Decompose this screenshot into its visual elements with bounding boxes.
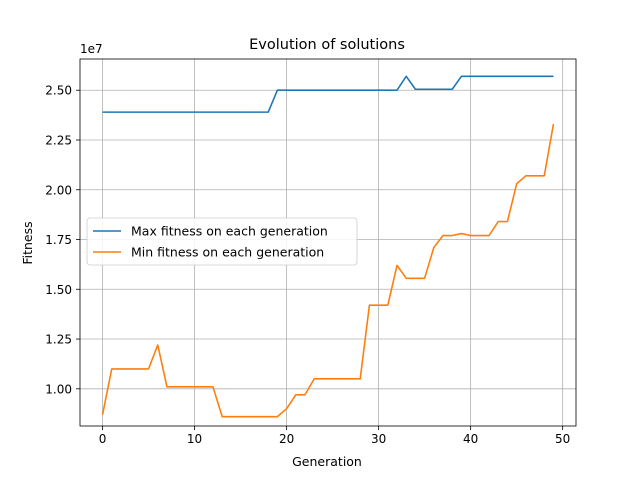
y-tick-label: 1.75 [45, 233, 72, 247]
y-tick-label: 1.50 [45, 283, 72, 297]
x-tick-label: 0 [99, 432, 107, 446]
x-tick-label: 20 [279, 432, 294, 446]
series-lines [101, 75, 555, 418]
y-axis-ticks: 1.00 1.25 1.50 1.75 2.00 2.25 2.50 [45, 84, 80, 396]
chart-title: Evolution of solutions [249, 37, 405, 53]
x-tick-label: 10 [187, 432, 202, 446]
legend-label: Max fitness on each generation [131, 224, 328, 239]
legend: Max fitness on each generation Min fitnes… [86, 217, 358, 266]
x-tick-label: 40 [463, 432, 478, 446]
x-tick-label: 30 [371, 432, 386, 446]
x-axis-label: Generation [292, 454, 362, 469]
y-axis-offset-label: 1e7 [80, 42, 103, 56]
y-axis-label: Fitness [20, 221, 35, 264]
series-line-max-fitness [102, 75, 554, 113]
series-line-min-fitness [101, 123, 555, 418]
plot-frame [79, 58, 577, 427]
legend-label: Min fitness on each generation [131, 245, 324, 260]
y-tick-label: 1.25 [45, 333, 72, 347]
y-tick-label: 2.50 [45, 84, 72, 98]
y-tick-label: 1.00 [45, 382, 72, 396]
x-tick-label: 50 [555, 432, 570, 446]
y-tick-label: 2.00 [45, 183, 72, 197]
x-axis-ticks: 0 10 20 30 40 50 [99, 426, 570, 446]
legend-box [86, 217, 358, 266]
y-tick-label: 2.25 [45, 133, 72, 147]
